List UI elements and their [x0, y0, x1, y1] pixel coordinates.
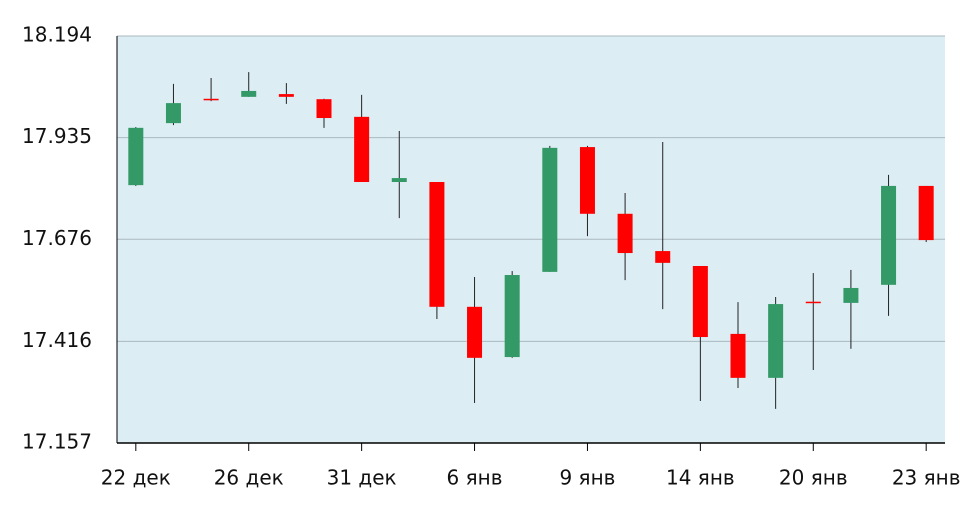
candle-body [579, 147, 595, 214]
x-tick-label: 22 дек [101, 466, 171, 490]
candle-body [542, 147, 558, 272]
candle-body [203, 98, 219, 101]
candle-body [165, 103, 181, 124]
candle-body [278, 94, 294, 97]
x-tick-label: 26 дек [214, 466, 284, 490]
y-tick-label: 17.935 [22, 124, 92, 148]
candle-body [354, 116, 370, 183]
candle-body [391, 178, 407, 183]
x-tick-label: 20 янв [779, 466, 848, 490]
x-tick-label: 9 янв [559, 466, 615, 490]
y-tick-label: 18.194 [22, 23, 92, 47]
candle-body [655, 251, 671, 263]
x-tick-label: 23 янв [892, 466, 961, 490]
candle-body [128, 127, 144, 186]
x-tick-label: 14 янв [666, 466, 735, 490]
y-tick-label: 17.157 [22, 430, 92, 454]
x-tick-label: 6 янв [447, 466, 503, 490]
candle-body [504, 275, 520, 358]
candle-body [805, 301, 821, 304]
candle-body [881, 185, 897, 285]
candle-body [730, 333, 746, 378]
candle-body [918, 185, 934, 241]
y-tick-label: 17.416 [22, 328, 92, 352]
candle-body [429, 182, 445, 307]
candle-body [241, 90, 257, 97]
x-tick-label: 31 дек [327, 466, 397, 490]
candle-body [467, 306, 483, 358]
y-tick-label: 17.676 [22, 226, 92, 250]
candle-body [768, 304, 784, 378]
candle-body [843, 287, 859, 303]
candle-body [692, 265, 708, 338]
candle-body [316, 99, 332, 119]
candle-body [617, 213, 633, 254]
